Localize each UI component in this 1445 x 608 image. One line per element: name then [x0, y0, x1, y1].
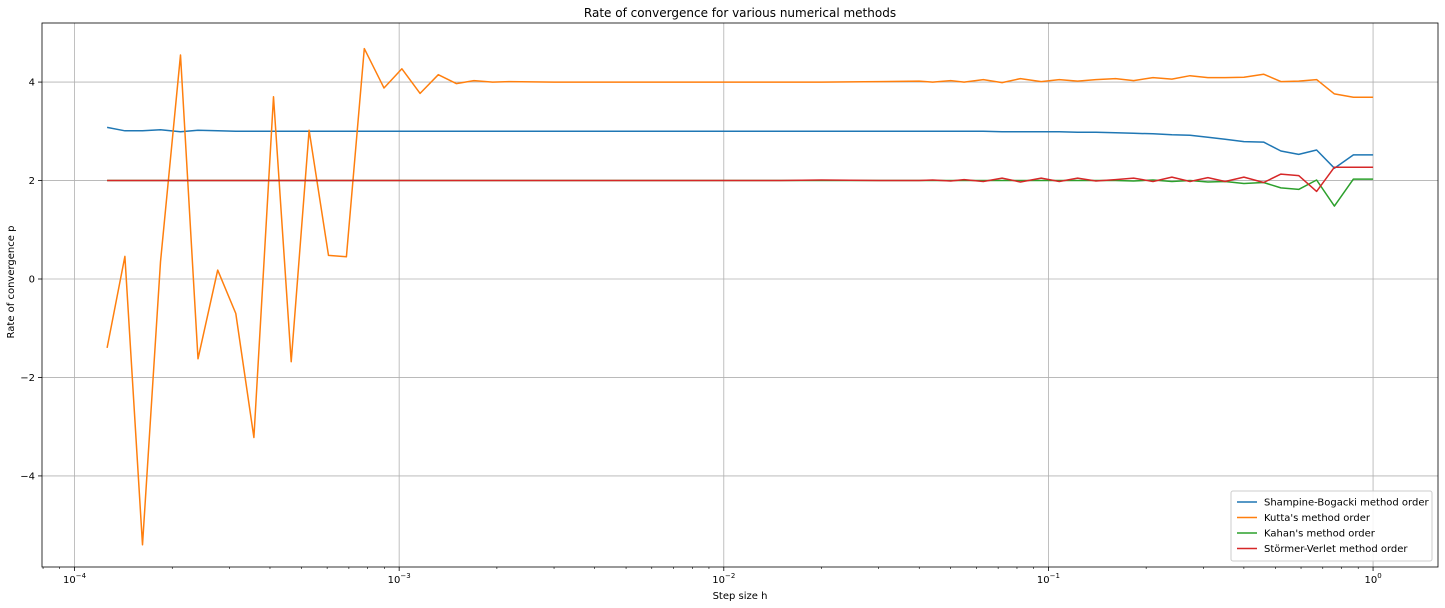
y-tick-label: −4: [20, 471, 35, 482]
series-line-1: [106, 47, 1374, 546]
legend: Shampine-Bogacki method order Kutta's met…: [1230, 490, 1433, 562]
grid: [42, 23, 1438, 567]
y-tick-label: 2: [29, 176, 35, 187]
legend-box: [1230, 490, 1433, 562]
y-tick-label: −2: [20, 373, 35, 384]
legend-entry: Kutta's method order: [1264, 513, 1371, 524]
series-line-3: [107, 166, 1374, 193]
legend-entry: Störmer-Verlet method order: [1264, 544, 1408, 555]
legend-entry: Kahan's method order: [1264, 529, 1376, 540]
chart-title: Rate of convergence for various numerica…: [584, 6, 896, 20]
x-tick-label: 100: [1364, 572, 1381, 586]
axis-ticks: 10−4 10−3 10−2 10−1 100 −4 −2 0 2 4: [20, 78, 1381, 586]
x-tick-label: 10−3: [388, 572, 411, 586]
series-line-2: [107, 178, 1374, 207]
y-tick-label: 4: [29, 78, 35, 89]
x-axis-label: Step size h: [713, 591, 768, 602]
legend-entry: Shampine-Bogacki method order: [1264, 498, 1429, 509]
x-tick-label: 10−4: [63, 572, 87, 586]
y-axis-label: Rate of convergence p: [6, 226, 17, 339]
x-tick-label: 10−2: [712, 572, 735, 586]
y-tick-label: 0: [29, 275, 35, 286]
series-line-0: [106, 126, 1374, 169]
x-tick-label: 10−1: [1037, 572, 1060, 586]
plot-frame: [41, 22, 1439, 568]
series-lines: [106, 47, 1374, 546]
